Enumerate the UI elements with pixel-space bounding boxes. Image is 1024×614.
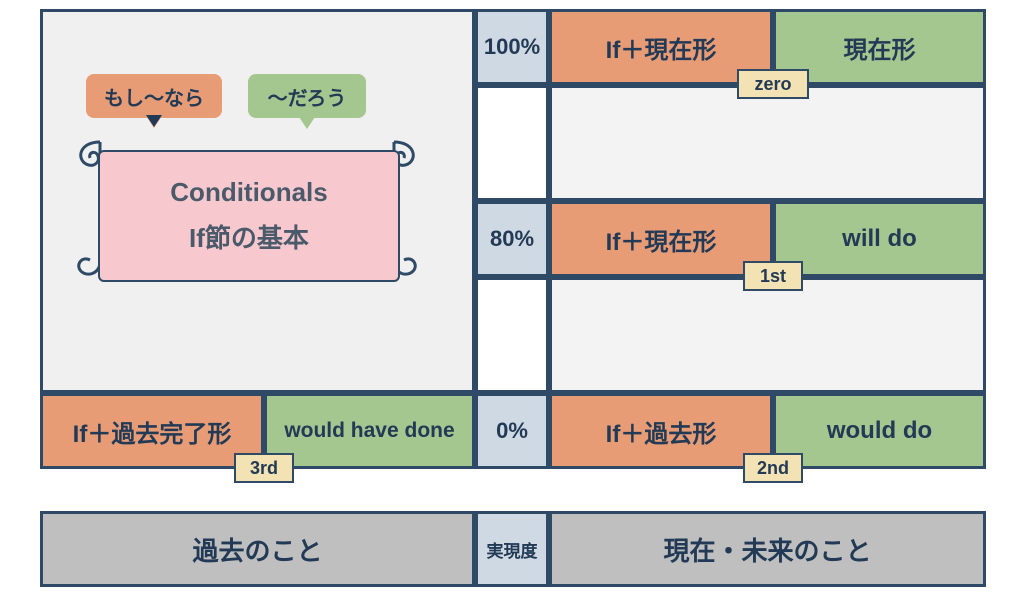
footer-right-label: 現在・未来のこと bbox=[663, 531, 871, 568]
footer-right: 現在・未来のこと bbox=[549, 511, 986, 587]
left-r3-if-label: If＋過去完了形 bbox=[73, 414, 232, 449]
tag-3rd: 3rd bbox=[234, 453, 294, 483]
diagram-frame: もし～なら ～だろう Conditionals If節の基本 100% 80% 0% 実現度 I… bbox=[0, 0, 1024, 614]
mid-0: 0% bbox=[475, 393, 549, 469]
scroll-line1: Conditionals bbox=[170, 177, 327, 208]
left-r3-if: If＋過去完了形 bbox=[40, 393, 264, 469]
mid-100: 100% bbox=[475, 9, 549, 85]
mid-label: 実現度 bbox=[475, 511, 549, 587]
r1-main-label: 現在形 bbox=[844, 30, 916, 65]
footer-left: 過去のこと bbox=[40, 511, 475, 587]
mid-gap1 bbox=[475, 85, 549, 201]
scroll-banner: Conditionals If節の基本 bbox=[98, 150, 400, 282]
mid-gap2 bbox=[475, 277, 549, 393]
mid-100-label: 100% bbox=[484, 34, 540, 60]
mid-label-label: 実現度 bbox=[487, 537, 538, 562]
tag-zero: zero bbox=[737, 69, 809, 99]
footer-left-label: 過去のこと bbox=[192, 531, 322, 568]
r2-main: will do bbox=[773, 201, 986, 277]
r3-main: would do bbox=[773, 393, 986, 469]
r2-main-label: will do bbox=[842, 225, 917, 253]
mid-80-label: 80% bbox=[490, 226, 534, 252]
r2-if: If＋現在形 bbox=[549, 201, 773, 277]
tag-2nd: 2nd bbox=[743, 453, 803, 483]
left-r3-main-label: would have done bbox=[284, 419, 454, 443]
mid-0-label: 0% bbox=[496, 418, 528, 444]
left-r3-main: would have done bbox=[264, 393, 475, 469]
right-gap2 bbox=[549, 277, 986, 393]
scroll-line2: If節の基本 bbox=[189, 218, 309, 255]
tag-1st: 1st bbox=[743, 261, 803, 291]
bubble-if: もし～なら bbox=[86, 74, 222, 118]
r2-if-label: If＋現在形 bbox=[606, 222, 717, 257]
mid-80: 80% bbox=[475, 201, 549, 277]
bubble-main: ～だろう bbox=[248, 74, 366, 118]
r3-if: If＋過去形 bbox=[549, 393, 773, 469]
r3-if-label: If＋過去形 bbox=[606, 414, 717, 449]
r1-if-label: If＋現在形 bbox=[606, 30, 717, 65]
r3-main-label: would do bbox=[827, 417, 932, 445]
right-gap1 bbox=[549, 85, 986, 201]
